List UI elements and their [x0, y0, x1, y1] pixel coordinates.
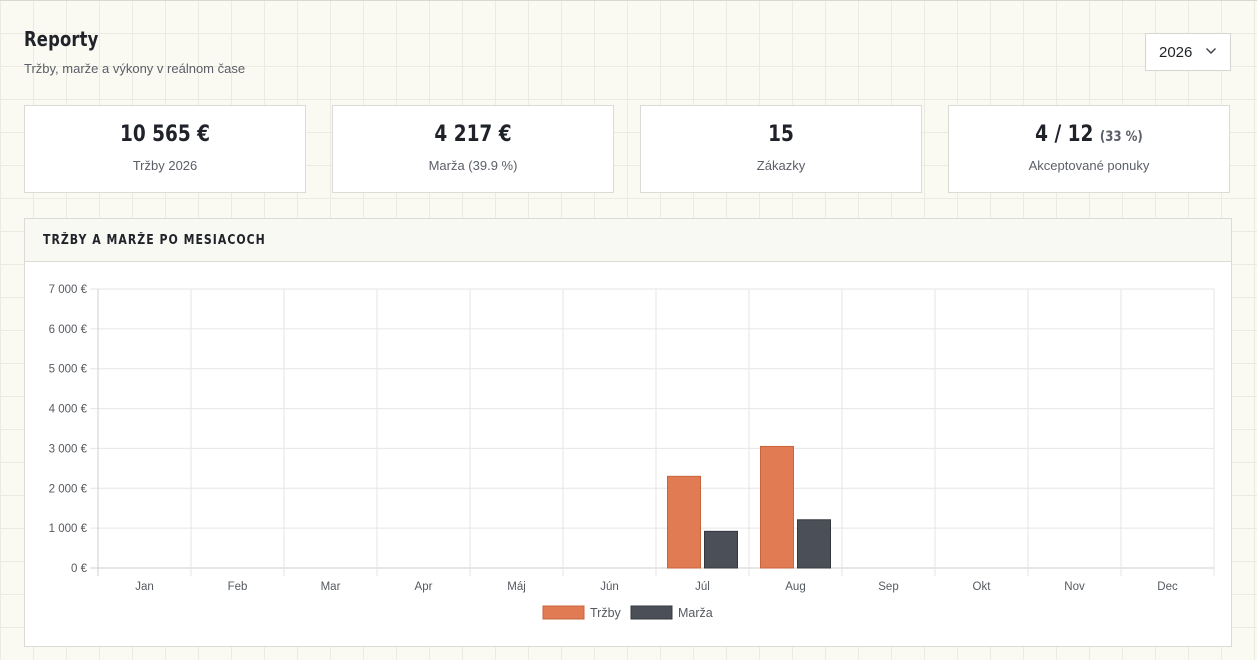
- kpi-card-zakazky: 15 Zákazky: [640, 105, 922, 193]
- bar-trzby: [667, 475, 701, 569]
- kpi-label: Tržby 2026: [132, 158, 198, 173]
- x-tick-label: Dec: [1157, 581, 1178, 593]
- bar-marza: [704, 530, 738, 569]
- x-tick-label: Apr: [415, 581, 433, 593]
- x-tick-label: Sep: [878, 581, 898, 593]
- legend-swatch-trzby: [542, 605, 585, 620]
- top-divider: [0, 0, 1257, 1]
- y-tick-label: 4 000 €: [49, 404, 88, 416]
- y-tick-label: 7 000 €: [49, 284, 88, 296]
- bar-marza: [797, 519, 831, 569]
- x-tick-label: Nov: [1064, 581, 1085, 593]
- kpi-value: 10 565 €: [119, 122, 211, 147]
- x-tick-label: Okt: [973, 581, 992, 593]
- y-tick-label: 3 000 €: [49, 443, 88, 455]
- kpi-value: 4 / 12 (33 %): [1035, 122, 1143, 147]
- kpi-card-ponuky: 4 / 12 (33 %) Akceptované ponuky: [948, 105, 1230, 193]
- y-tick-label: 1 000 €: [49, 523, 88, 535]
- page-subtitle: Tržby, marže a výkony v reálnom čase: [24, 61, 246, 76]
- x-tick-label: Aug: [785, 581, 805, 593]
- legend-label-trzby: Tržby: [590, 606, 622, 620]
- kpi-value: 4 217 €: [434, 122, 512, 147]
- kpi-card-trzby: 10 565 € Tržby 2026: [24, 105, 306, 193]
- chevron-down-icon: [1206, 48, 1216, 54]
- y-tick-label: 5 000 €: [49, 364, 88, 376]
- x-tick-label: Júl: [695, 581, 710, 593]
- chart-panel: TRŽBY A MARŽE PO MESIACOCH 0 € 1 000 € 2 0…: [24, 218, 1232, 647]
- y-tick-label: 2 000 €: [49, 483, 88, 495]
- y-tick-label: 6 000 €: [49, 324, 88, 336]
- legend-swatch-marza: [630, 605, 673, 620]
- kpi-label: Zákazky: [756, 158, 806, 173]
- y-tick-label: 0 €: [71, 563, 88, 575]
- bar-trzby: [760, 445, 794, 569]
- monthly-revenue-chart: 0 € 1 000 € 2 000 € 3 000 € 4 000 € 5 000 € 6 …: [49, 284, 1215, 620]
- chart-title: TRŽBY A MARŽE PO MESIACOCH: [43, 233, 266, 248]
- x-tick-label: Feb: [228, 581, 248, 593]
- legend-label-marza: Marža: [678, 606, 713, 620]
- year-select-value: 2026: [1159, 43, 1193, 61]
- x-tick-label: Jún: [600, 581, 619, 593]
- year-select[interactable]: 2026: [1145, 33, 1231, 71]
- kpi-value-percent: (33 %): [1099, 129, 1143, 145]
- kpi-label: Marža (39.9 %): [428, 158, 518, 173]
- x-tick-label: Jan: [135, 581, 154, 593]
- kpi-card-marza: 4 217 € Marža (39.9 %): [332, 105, 614, 193]
- chart-panel-header: TRŽBY A MARŽE PO MESIACOCH: [25, 219, 1231, 262]
- x-tick-label: Mar: [321, 581, 341, 593]
- page-title: Reporty: [24, 27, 99, 51]
- x-tick-label: Máj: [507, 581, 526, 593]
- kpi-value: 15: [768, 122, 794, 147]
- kpi-label: Akceptované ponuky: [1028, 158, 1150, 173]
